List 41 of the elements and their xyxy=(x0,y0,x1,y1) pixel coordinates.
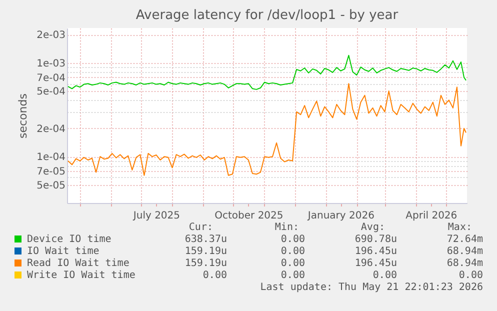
legend-label: Device IO time xyxy=(27,234,112,245)
y-tick-label: 2e-03 xyxy=(36,30,66,42)
y-tick-label: 7e-05 xyxy=(36,166,66,178)
text: 68.94m xyxy=(446,258,483,270)
text: 159.19u xyxy=(184,258,227,270)
text: 0.00 xyxy=(280,234,305,246)
line-series xyxy=(68,83,466,176)
x-tick-label: October 2025 xyxy=(214,210,284,222)
y-tick-label: 1e-03 xyxy=(36,58,66,70)
text: 196.45u xyxy=(354,258,397,270)
x-tick-label: January 2026 xyxy=(306,210,374,222)
x-tick-label: April 2026 xyxy=(406,210,458,222)
legend-label: Read IO Wait time xyxy=(27,258,130,269)
x-tick-label: July 2025 xyxy=(132,210,180,222)
text: 0.00 xyxy=(202,270,227,282)
text: 159.19u xyxy=(184,246,227,258)
text: 0.00 xyxy=(458,270,483,282)
legend-label: Write IO Wait time xyxy=(27,270,136,281)
text: 72.64m xyxy=(446,234,483,246)
y-tick-label: 1e-04 xyxy=(36,152,66,164)
y-axis-title: seconds xyxy=(16,93,30,138)
chart-title: Average latency for /dev/loop1 - by year xyxy=(136,8,399,23)
line-series xyxy=(68,54,466,90)
y-tick-label: 5e-05 xyxy=(36,180,66,192)
text: 68.94m xyxy=(446,246,483,258)
text: Last update: Thu May 21 22:01:23 2026 xyxy=(260,282,483,294)
text: Max: xyxy=(448,222,472,234)
text: 0.00 xyxy=(280,270,305,282)
legend-label: IO Wait time xyxy=(27,246,100,257)
text: Min: xyxy=(274,222,299,234)
text: 0.00 xyxy=(280,258,305,270)
y-tick-label: 2e-04 xyxy=(36,124,66,135)
text: 690.78u xyxy=(354,234,397,246)
y-tick-label: 5e-04 xyxy=(36,86,66,98)
text: 0.00 xyxy=(372,270,397,282)
text: 196.45u xyxy=(354,246,397,258)
text: 0.00 xyxy=(280,246,305,258)
text: Avg: xyxy=(360,222,385,234)
text: 638.37u xyxy=(184,234,227,246)
y-tick-label: 7e-04 xyxy=(36,72,66,84)
text: Cur: xyxy=(188,222,213,234)
